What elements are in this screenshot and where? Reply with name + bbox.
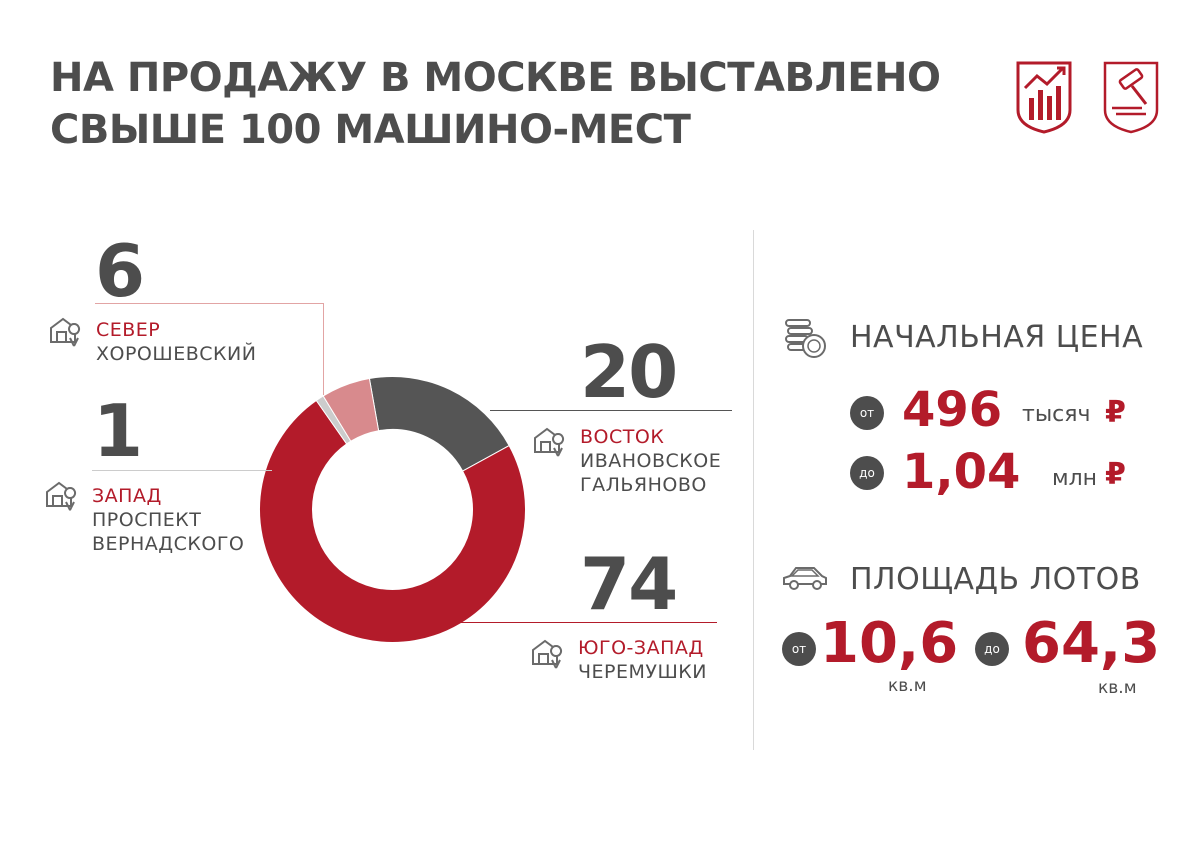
building-location-icon — [534, 427, 565, 457]
price-to-unit: млн — [1052, 466, 1098, 491]
district-name: ГАЛЬЯНОВО — [580, 474, 707, 496]
gavel-logo-icon — [1103, 61, 1159, 134]
page-title: НА ПРОДАЖУ В МОСКВЕ ВЫСТАВЛЕНО СВЫШЕ 100… — [50, 52, 980, 156]
region-name: ЗАПАД — [92, 485, 162, 507]
car-icon — [783, 567, 827, 590]
area-from-value: 10,6 — [820, 611, 959, 676]
region-west: ЗАПАД ПРОСПЕКТ ВЕРНАДСКОГО — [92, 484, 244, 556]
title-line-2: СВЫШЕ 100 МАШИНО-МЕСТ — [50, 107, 691, 153]
district-name: ХОРОШЕВСКИЙ — [96, 343, 257, 365]
district-name: ИВАНОВСКОЕ — [580, 450, 722, 472]
badge-to: до — [975, 632, 1009, 666]
district-name: ПРОСПЕКТ — [92, 509, 202, 531]
donut-chart — [259, 376, 526, 643]
coins-icon — [785, 319, 826, 358]
badge-from: от — [782, 632, 816, 666]
region-name: СЕВЕР — [96, 319, 161, 341]
connector-line-west — [92, 470, 272, 471]
badge-from: от — [850, 396, 884, 430]
price-to-value: 1,04 — [902, 444, 1021, 500]
connector-line-north-vertical — [323, 303, 324, 395]
badge-to: до — [850, 456, 884, 490]
donut-slice-2 — [259, 399, 526, 643]
district-name: ЧЕРЕМУШКИ — [578, 661, 707, 683]
ruble-icon: ₽ — [1105, 457, 1126, 492]
area-to-unit: кв.м — [1098, 678, 1137, 698]
area-to-value: 64,3 — [1022, 611, 1161, 676]
price-from-unit: тысяч — [1022, 402, 1091, 427]
chart-logo-icon — [1016, 61, 1072, 134]
region-name: ВОСТОК — [580, 426, 665, 448]
value-label-east: 20 — [580, 330, 678, 414]
price-title: НАЧАЛЬНАЯ ЦЕНА — [850, 320, 1144, 355]
region-north: СЕВЕР ХОРОШЕВСКИЙ — [96, 318, 256, 366]
connector-line-north — [95, 303, 323, 304]
region-southwest: ЮГО-ЗАПАД ЧЕРЕМУШКИ — [578, 636, 707, 684]
value-label-southwest: 74 — [580, 542, 678, 626]
region-name: ЮГО-ЗАПАД — [578, 637, 704, 659]
building-location-icon — [46, 481, 77, 511]
price-from-value: 496 — [902, 382, 1003, 438]
donut-slice-4 — [322, 377, 380, 442]
value-label-north: 6 — [95, 229, 145, 313]
ruble-icon: ₽ — [1105, 395, 1126, 430]
connector-line-southwest — [455, 622, 717, 623]
vertical-divider — [753, 230, 754, 750]
title-line-1: НА ПРОДАЖУ В МОСКВЕ ВЫСТАВЛЕНО — [50, 55, 941, 101]
region-east: ВОСТОК ИВАНОВСКОЕ ГАЛЬЯНОВО — [580, 425, 721, 497]
district-name: ВЕРНАДСКОГО — [92, 533, 245, 555]
building-location-icon — [532, 639, 563, 669]
connector-line-east — [490, 410, 732, 411]
area-title: ПЛОЩАДЬ ЛОТОВ — [850, 562, 1141, 597]
building-location-icon — [50, 317, 81, 347]
area-from-unit: кв.м — [888, 676, 927, 696]
value-label-west: 1 — [93, 389, 143, 473]
